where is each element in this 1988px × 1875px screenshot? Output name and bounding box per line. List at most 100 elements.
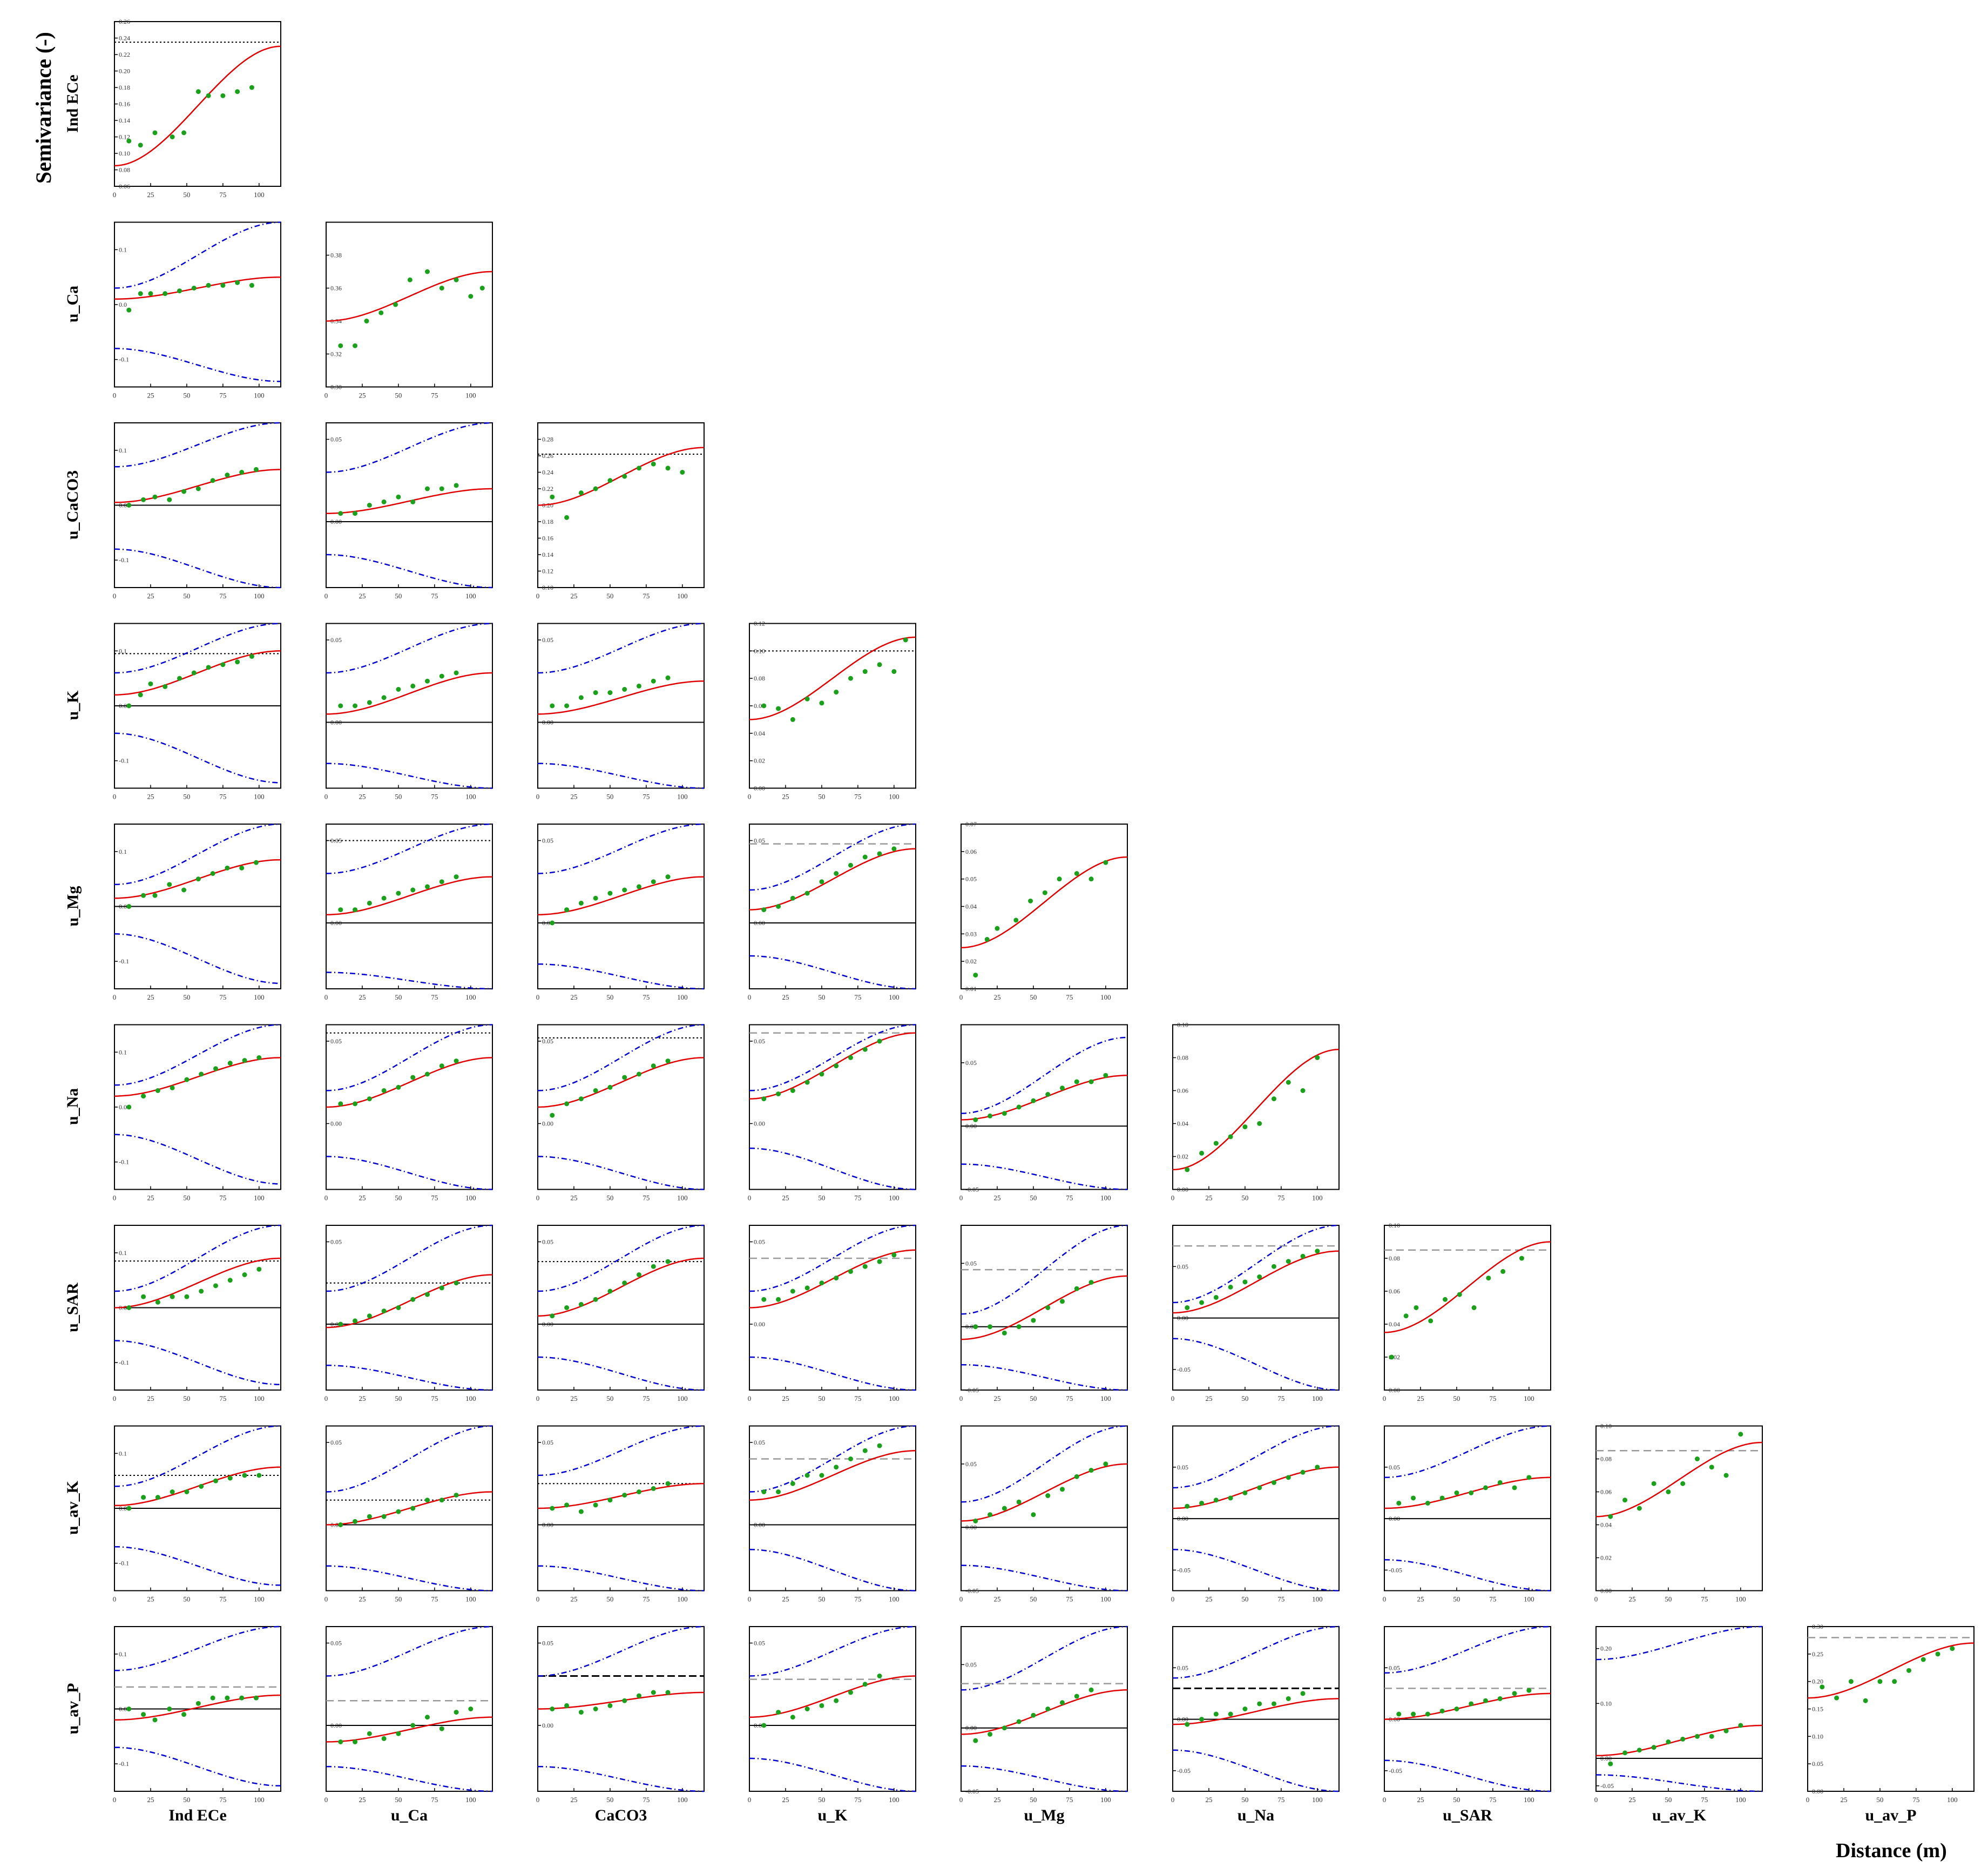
x-tick-label: 0 (536, 1595, 540, 1603)
experimental-point (195, 1701, 201, 1706)
experimental-point (225, 1695, 230, 1701)
experimental-point (804, 1080, 810, 1085)
experimental-point (1622, 1750, 1628, 1756)
experimental-point (479, 286, 485, 291)
experimental-point (578, 900, 584, 906)
y-tick-label: 0.30 (330, 383, 342, 391)
experimental-point (381, 1309, 387, 1314)
confidence-bound (326, 1224, 493, 1292)
experimental-point (213, 1283, 218, 1289)
y-tick-label: 0.24 (119, 35, 130, 42)
y-tick-label: 0.14 (119, 117, 130, 124)
x-tick-label: 25 (570, 1194, 577, 1202)
x-tick-label: 25 (570, 793, 577, 801)
experimental-point (199, 1289, 204, 1294)
experimental-point (1651, 1481, 1656, 1486)
experimental-point (155, 1088, 160, 1093)
experimental-point (622, 687, 627, 692)
experimental-point (1213, 1498, 1219, 1503)
experimental-point (848, 676, 853, 681)
experimental-point (1454, 1707, 1459, 1711)
y-tick-label: -0.1 (119, 1359, 129, 1366)
model-fit-curve (326, 1274, 493, 1328)
y-tick-label: 0.02 (965, 957, 977, 965)
panel-frame (961, 1425, 1128, 1591)
experimental-point (1820, 1684, 1825, 1690)
experimental-point (1088, 1280, 1094, 1285)
confidence-bound (326, 1425, 493, 1493)
x-tick-label: 100 (677, 793, 688, 801)
experimental-point (1680, 1481, 1686, 1486)
experimental-point (170, 134, 175, 139)
row-label: u_Mg (64, 886, 82, 926)
y-tick-label: 0.26 (542, 452, 553, 460)
y-tick-label: 0.05 (542, 1238, 553, 1246)
experimental-point (338, 511, 343, 516)
experimental-point (1389, 1354, 1394, 1360)
x-tick-label: 75 (643, 1796, 650, 1804)
x-tick-label: 0 (324, 1394, 328, 1402)
experimental-point (126, 138, 132, 144)
experimental-point (790, 1289, 795, 1294)
confidence-bound (749, 1425, 916, 1493)
x-tick-label: 75 (1489, 1796, 1496, 1804)
x-tick-label: 50 (395, 1595, 402, 1603)
y-tick-label: 0.00 (1600, 1587, 1612, 1595)
panel-frame (1595, 1425, 1763, 1591)
experimental-point (199, 1071, 204, 1077)
experimental-point (651, 678, 656, 684)
y-tick-label: 0.05 (542, 1439, 553, 1446)
x-tick-label: 25 (1205, 1394, 1212, 1402)
experimental-point (761, 1096, 767, 1102)
y-tick-label: 0.02 (1600, 1554, 1612, 1562)
experimental-point (1486, 1276, 1491, 1281)
experimental-point (1031, 1318, 1036, 1323)
x-tick-label: 25 (782, 993, 789, 1001)
y-tick-label: 0.05 (754, 1238, 765, 1246)
x-tick-label: 25 (359, 1194, 366, 1202)
experimental-point (181, 489, 187, 494)
experimental-point (1863, 1698, 1868, 1703)
x-tick-label: 75 (643, 1194, 650, 1202)
panel-frame (1384, 1425, 1551, 1591)
confidence-bound (326, 1766, 493, 1792)
experimental-point (848, 1055, 853, 1060)
y-tick-label: 0.02 (754, 757, 765, 765)
x-tick-label: 100 (254, 1796, 265, 1804)
y-tick-label: -0.1 (119, 957, 129, 965)
experimental-point (235, 89, 240, 95)
confidence-bound (326, 972, 493, 990)
panel-frame (749, 1425, 916, 1591)
experimental-point (776, 706, 781, 711)
panel-frame (537, 1225, 705, 1391)
experimental-point (593, 1502, 598, 1508)
x-tick-label: 0 (113, 993, 117, 1001)
experimental-point (155, 1299, 160, 1305)
experimental-point (622, 1698, 627, 1703)
confidence-bound (1595, 1774, 1763, 1792)
experimental-point (138, 143, 143, 148)
confidence-bound (114, 348, 281, 382)
experimental-point (848, 1456, 853, 1461)
x-tick-label: 100 (254, 1194, 265, 1202)
x-tick-label: 0 (324, 793, 328, 801)
x-tick-label: 50 (1241, 1595, 1248, 1603)
experimental-point (410, 683, 416, 689)
panel-frame (1172, 1626, 1340, 1792)
experimental-point (1103, 1073, 1108, 1078)
x-tick-label: 75 (854, 1595, 861, 1603)
experimental-point (152, 893, 158, 898)
experimental-point (665, 675, 671, 680)
experimental-point (1666, 1739, 1671, 1744)
y-tick-label: 0.00 (754, 1120, 765, 1128)
panel-frame (326, 1024, 493, 1190)
x-tick-label: 50 (1876, 1796, 1883, 1804)
experimental-point (903, 637, 908, 643)
x-tick-label: 25 (359, 592, 366, 600)
row-label: Ind ECe (63, 74, 82, 133)
